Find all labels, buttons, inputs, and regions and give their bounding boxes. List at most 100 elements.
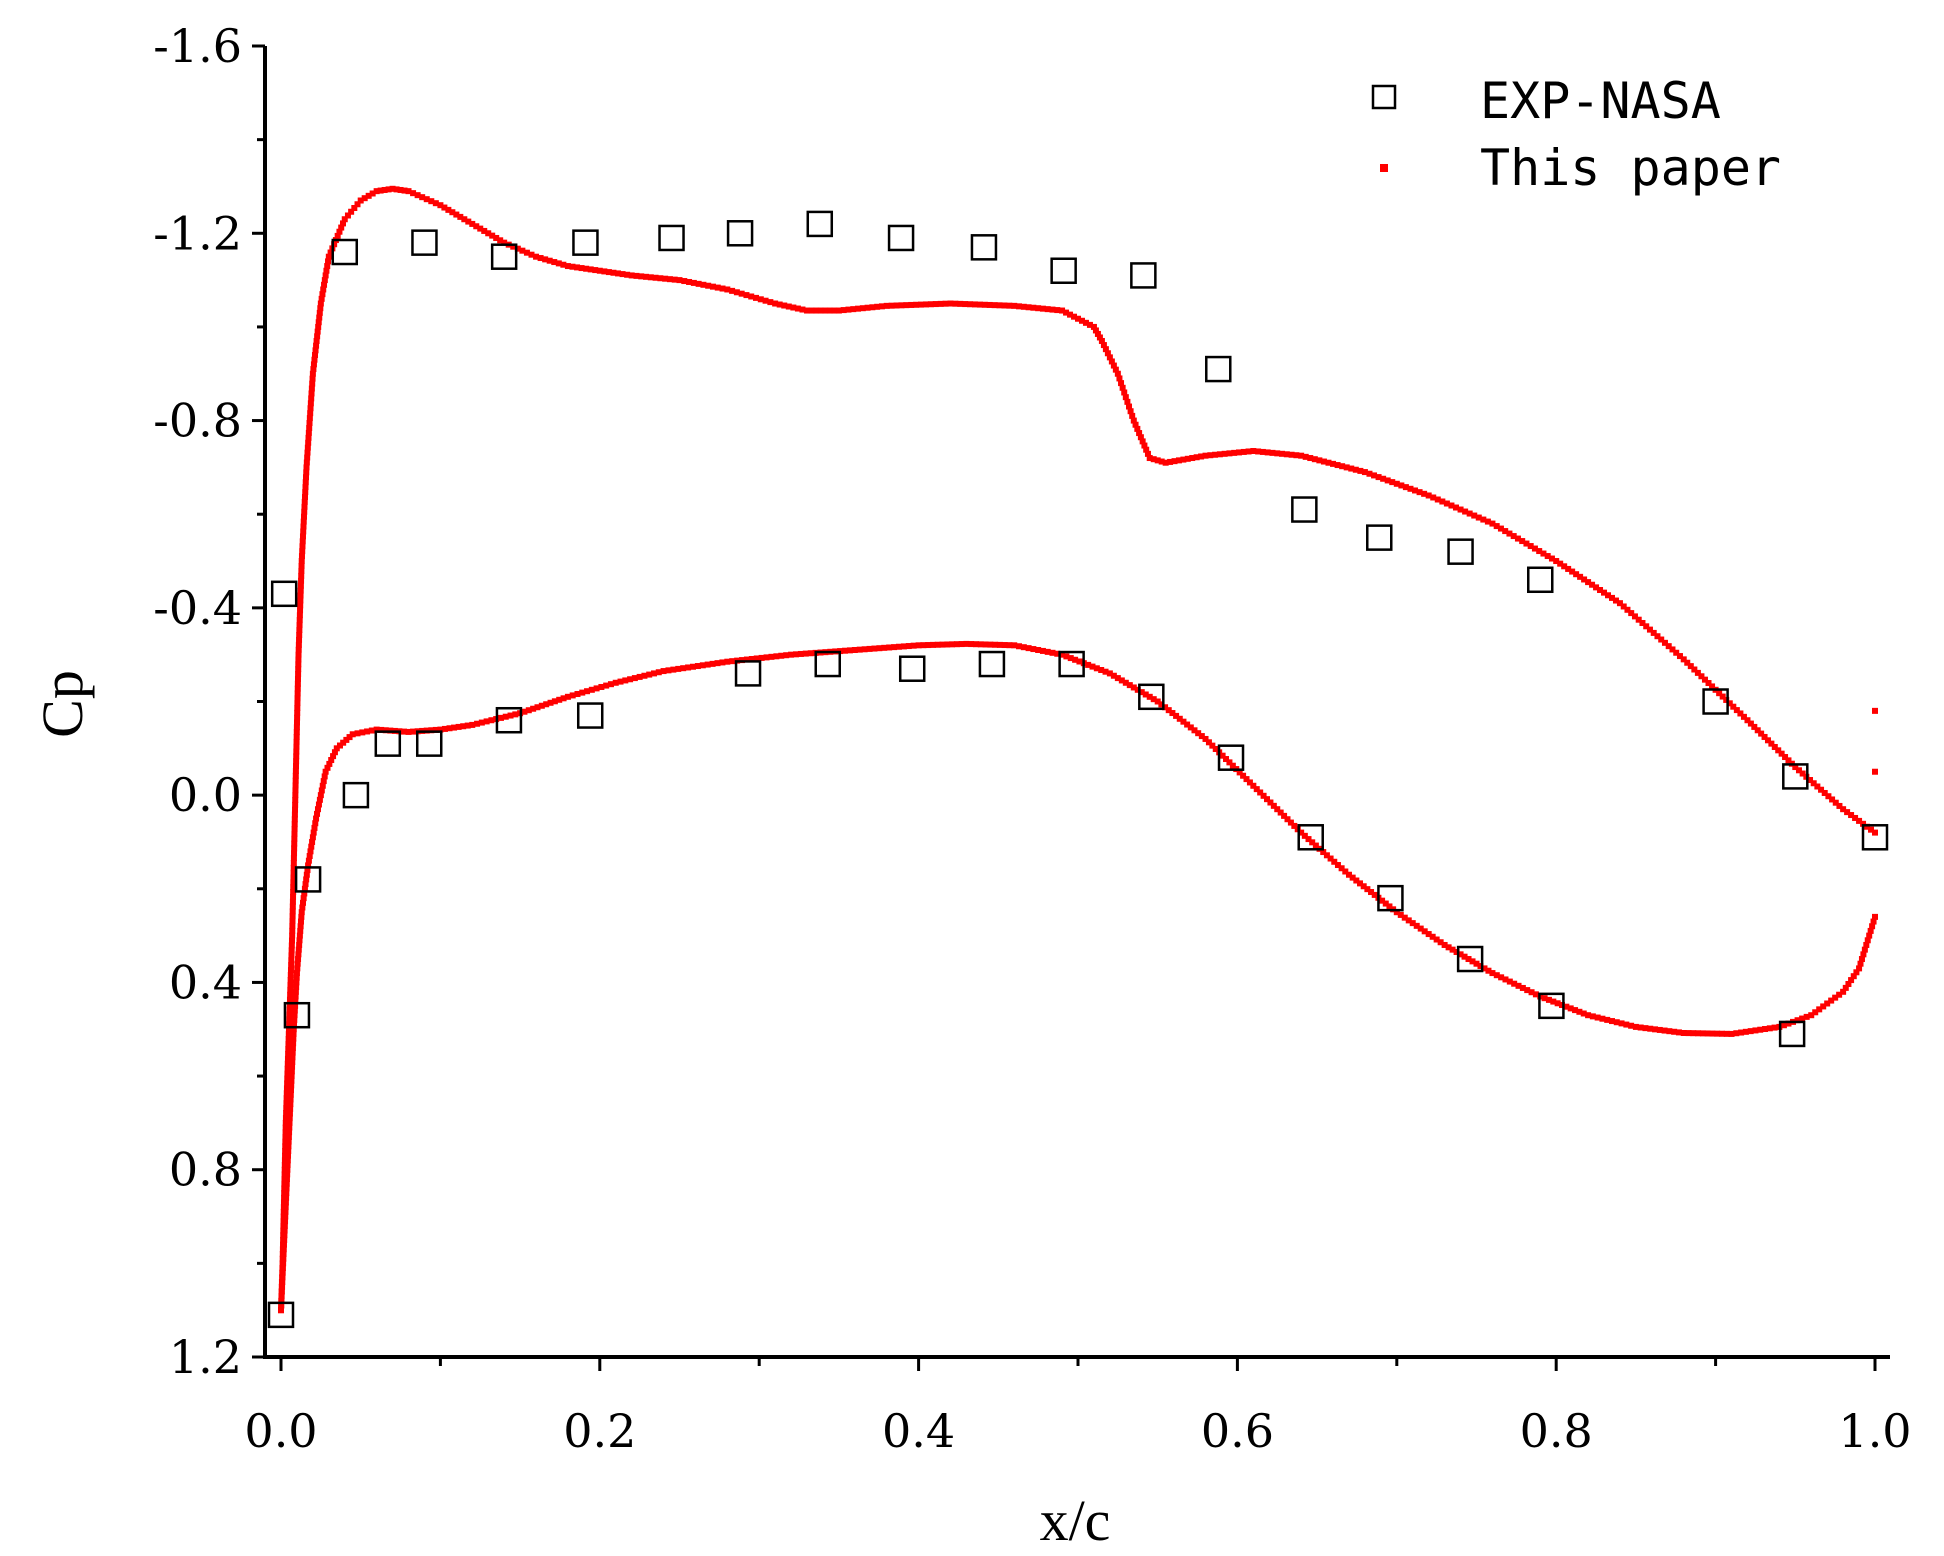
calc-upper-point: [1245, 448, 1252, 455]
calc-upper-point: [283, 1105, 290, 1112]
calc-lower-point: [293, 970, 300, 977]
calc-upper-point: [1127, 408, 1134, 415]
calc-upper-point: [317, 305, 324, 312]
calc-upper-point: [293, 729, 300, 736]
calc-lower-point: [1277, 809, 1284, 816]
calc-upper-point: [767, 299, 774, 306]
calc-upper-point: [1544, 553, 1551, 560]
calc-lower-point: [953, 641, 960, 648]
calc-lower-point: [866, 645, 873, 652]
calc-lower-point: [282, 1199, 289, 1206]
calc-upper-point: [1202, 452, 1209, 459]
calc-upper-point: [293, 734, 300, 741]
calculated-series: [278, 185, 1878, 1314]
calc-lower-point: [763, 654, 770, 661]
calc-upper-point: [1751, 723, 1758, 730]
calc-lower-point: [292, 988, 299, 995]
calc-upper-point: [633, 272, 640, 279]
calc-upper-point: [297, 582, 304, 589]
calc-lower-point: [660, 668, 667, 675]
calc-lower-point: [1493, 972, 1500, 979]
calc-upper-point: [1864, 823, 1871, 830]
y-tick-label: -1.2: [153, 206, 242, 260]
calc-lower-point: [729, 658, 736, 665]
calc-upper-point: [1694, 669, 1701, 676]
calc-upper-point: [1269, 449, 1276, 456]
calc-upper-point: [1616, 600, 1623, 607]
calc-upper-point: [296, 617, 303, 624]
calc-lower-point: [1126, 682, 1133, 689]
calc-lower-point: [1102, 668, 1109, 675]
calc-upper-point: [537, 255, 544, 262]
calc-upper-point: [289, 898, 296, 905]
calc-lower-point: [925, 642, 932, 649]
calc-upper-point: [1631, 613, 1638, 620]
calc-lower-point: [1312, 842, 1319, 849]
calc-upper-point: [1628, 610, 1635, 617]
calc-upper-point: [638, 273, 645, 280]
calc-lower-point: [851, 646, 858, 653]
calc-upper-point: [312, 352, 319, 359]
calc-upper-point: [449, 209, 456, 216]
calc-upper-point: [292, 787, 299, 794]
calc-lower-point: [278, 1288, 285, 1295]
calc-upper-point: [1158, 458, 1165, 465]
calc-upper-point: [287, 981, 294, 988]
calc-upper-point: [291, 816, 298, 823]
calc-lower-point: [1840, 988, 1847, 995]
calc-lower-point: [1342, 868, 1349, 875]
calc-upper-point: [671, 276, 678, 283]
calc-lower-point: [300, 895, 307, 902]
calc-lower-point: [1461, 953, 1468, 960]
calc-upper-point: [1661, 639, 1668, 646]
calc-lower-point: [284, 1157, 291, 1164]
calc-upper-point: [288, 942, 295, 949]
calc-lower-point: [665, 667, 672, 674]
calc-lower-point: [282, 1204, 289, 1211]
calc-upper-point: [1425, 492, 1432, 499]
calc-upper-point: [1184, 455, 1191, 462]
calc-upper-point: [294, 680, 301, 687]
calc-upper-point: [523, 249, 530, 256]
calc-upper-point: [1768, 740, 1775, 747]
calc-lower-point: [1445, 944, 1452, 951]
calc-lower-point: [607, 681, 614, 688]
calc-upper-point: [1856, 817, 1863, 824]
y-tick-label: 0.8: [169, 1143, 242, 1197]
calc-upper-point: [1740, 713, 1747, 720]
calc-upper-point: [1807, 777, 1814, 784]
calc-lower-point: [314, 810, 321, 817]
calc-upper-point: [776, 301, 783, 308]
calc-upper-point: [290, 864, 297, 871]
calc-lower-point: [279, 1265, 286, 1272]
calc-upper-point: [291, 826, 298, 833]
calc-lower-point: [1594, 1014, 1601, 1021]
calc-upper-point: [285, 1045, 292, 1052]
calc-upper-point: [307, 405, 314, 412]
calc-upper-point: [299, 548, 306, 555]
calc-upper-point: [369, 190, 376, 197]
calc-lower-point: [287, 1087, 294, 1094]
calc-upper-point: [1434, 496, 1441, 503]
calc-lower-point: [290, 1035, 297, 1042]
calc-lower-point: [1334, 862, 1341, 869]
calc-lower-point: [1371, 891, 1378, 898]
calc-upper-point: [287, 991, 294, 998]
calc-upper-point: [1006, 302, 1013, 309]
calc-lower-point: [331, 749, 338, 756]
calc-upper-point: [1462, 508, 1469, 515]
calc-lower-point: [1498, 974, 1505, 981]
calc-lower-point: [1511, 980, 1518, 987]
calc-upper-point: [1553, 558, 1560, 565]
calc-upper-point: [927, 301, 934, 308]
calc-upper-point: [753, 294, 760, 301]
exp-lower-point: [1538, 992, 1565, 1020]
calc-upper-point: [284, 1065, 291, 1072]
calc-upper-point: [690, 279, 697, 286]
calc-upper-point: [318, 295, 325, 302]
calc-upper-point: [733, 289, 740, 296]
calc-lower-point: [949, 641, 956, 648]
calc-upper-point: [1189, 455, 1196, 462]
calc-lower-point: [1554, 1000, 1561, 1007]
calc-upper-point: [976, 301, 983, 308]
